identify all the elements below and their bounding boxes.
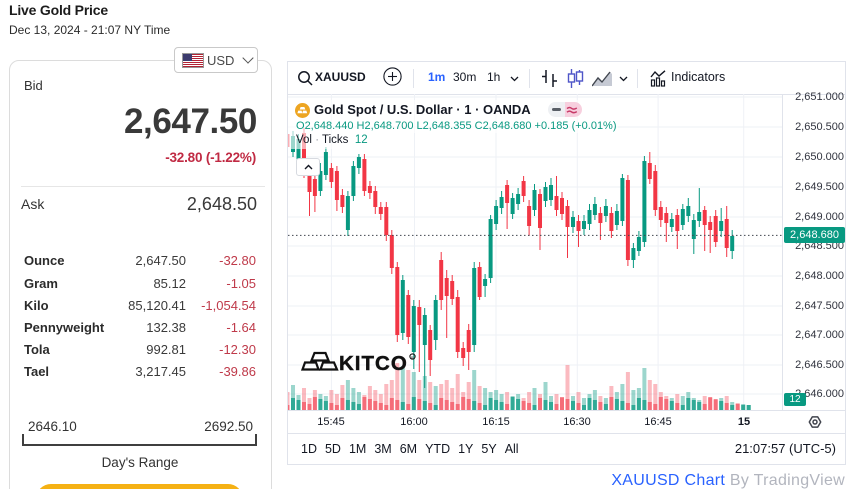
svg-text:KITCO: KITCO [339,352,408,375]
svg-text:R: R [411,356,414,360]
